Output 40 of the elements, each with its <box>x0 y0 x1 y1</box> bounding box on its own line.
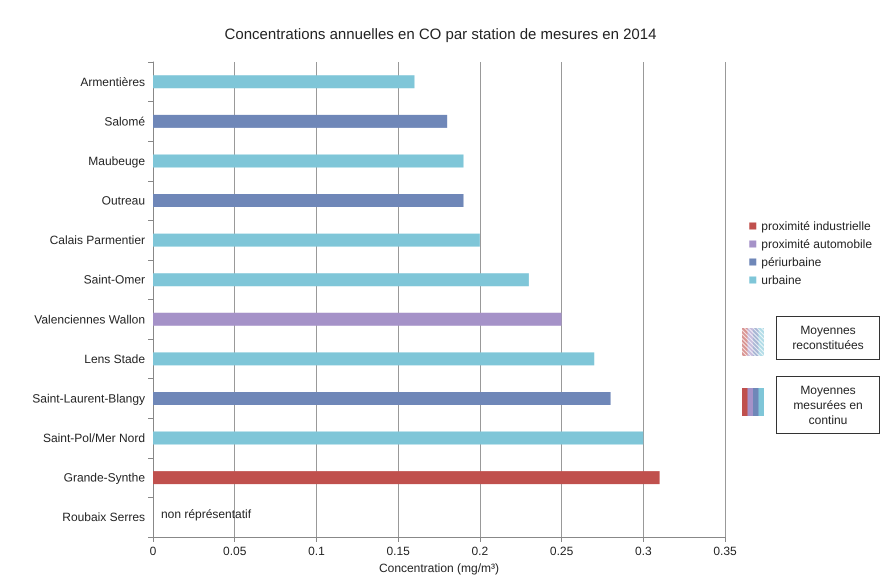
x-tick-label: 0.1 <box>308 544 326 558</box>
x-tick-label: 0.35 <box>713 544 737 558</box>
x-tick-label: 0.05 <box>223 544 247 558</box>
legend-label: périurbaine <box>761 255 822 269</box>
bar <box>153 194 464 208</box>
text: Moyennes reconstituées <box>776 316 880 360</box>
legend-label: urbaine <box>761 273 802 287</box>
bar <box>153 234 480 247</box>
x-tick-label: 0 <box>150 544 157 558</box>
bar <box>153 114 448 128</box>
y-tick-label: Saint-Pol/Mer Nord <box>42 431 145 446</box>
legend-label: proximité industrielle <box>761 219 871 233</box>
bar <box>153 432 644 445</box>
bar <box>153 273 529 286</box>
y-tick-label: Valenciennes Wallon <box>34 312 145 326</box>
x-tick-label: 0.15 <box>386 544 410 558</box>
bar <box>153 154 464 168</box>
y-tick-label: Outreau <box>102 194 145 208</box>
bar <box>153 75 414 88</box>
y-tick-label: Salomé <box>104 114 146 128</box>
x-axis-title: Concentration (mg/m³) <box>378 560 500 575</box>
bar <box>153 471 660 484</box>
x-tick-label: 0.25 <box>550 544 574 558</box>
chart-title: Concentrations annuelles en CO par station de mesures en 2014 <box>224 26 656 43</box>
bar <box>153 312 562 326</box>
y-tick-label: Lens Stade <box>84 352 146 366</box>
text: Moyennes mesurées en continu <box>776 376 880 434</box>
x-tick-label: 0.2 <box>472 544 489 558</box>
y-tick-label: Roubaix Serres <box>62 510 145 524</box>
y-tick-label: Saint-Omer <box>84 272 145 287</box>
y-tick-label: Grande-Synthe <box>64 470 146 485</box>
x-tick-label: 0.3 <box>634 544 652 558</box>
y-tick-label: Armentières <box>80 74 145 89</box>
y-tick-label: Calais Parmentier <box>50 233 145 248</box>
bar <box>153 352 594 366</box>
bar <box>153 392 611 405</box>
legend-label: proximité automobile <box>761 237 872 251</box>
annotation: non réprésentatif <box>161 507 252 522</box>
y-tick-label: Saint-Laurent-Blangy <box>32 391 145 406</box>
y-tick-label: Maubeuge <box>88 154 146 168</box>
